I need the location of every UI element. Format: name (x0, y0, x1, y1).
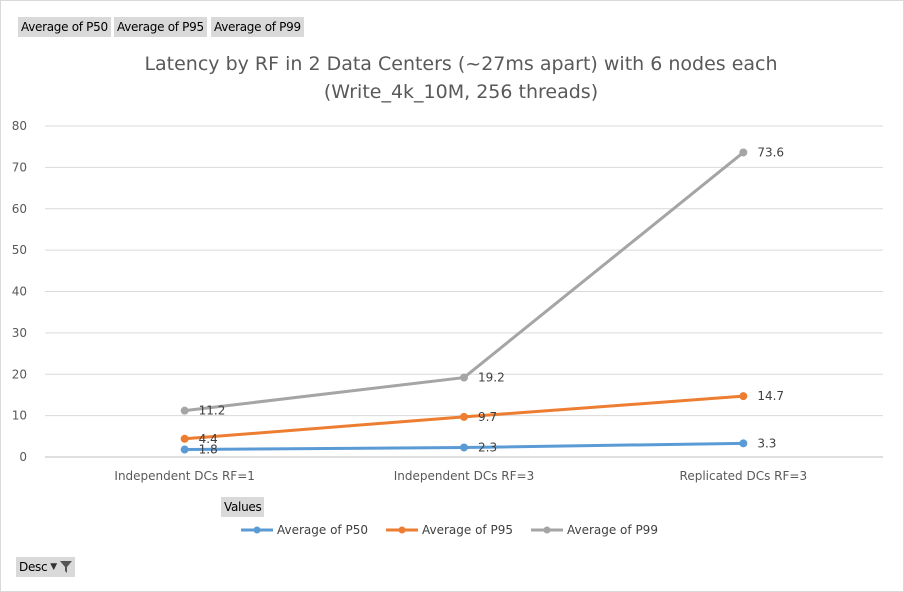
legend-swatch-p50 (241, 526, 273, 534)
chart-subtitle: (Write_4k_10M, 256 threads) (324, 81, 598, 103)
data-label: 2.3 (478, 440, 497, 454)
dropdown-arrow-icon: ▼ (50, 562, 57, 572)
data-point[interactable] (739, 148, 748, 157)
data-label: 1.8 (199, 443, 218, 457)
filter-icon (59, 561, 72, 573)
chart-title: Latency by RF in 2 Data Centers (~27ms a… (144, 53, 777, 75)
data-label: 19.2 (478, 371, 505, 385)
y-tick-label: 0 (19, 450, 27, 464)
data-label: 9.7 (478, 410, 497, 424)
desc-field-label: Desc (19, 560, 48, 574)
x-tick-label: Independent DCs RF=3 (394, 469, 535, 483)
data-label: 14.7 (757, 389, 784, 403)
x-axis: Independent DCs RF=1 Independent DCs RF=3… (114, 469, 807, 483)
data-point[interactable] (460, 373, 468, 382)
data-point[interactable] (180, 406, 189, 415)
y-tick-label: 10 (12, 409, 27, 423)
data-point[interactable] (180, 434, 189, 443)
legend-item-p95[interactable]: Average of P95 (384, 523, 513, 537)
data-point[interactable] (180, 445, 189, 454)
series-layer (180, 148, 748, 454)
y-tick-label: 30 (12, 326, 27, 340)
data-point[interactable] (739, 439, 748, 448)
data-labels: 1.8 2.3 3.3 4.4 9.7 14.7 11.2 19.2 73.6 (199, 145, 784, 456)
data-point[interactable] (460, 412, 468, 421)
legend-label-p50: Average of P50 (277, 523, 368, 537)
series-line[interactable] (183, 150, 745, 413)
field-button-p95[interactable]: Average of P95 (114, 17, 207, 37)
data-label: 3.3 (757, 436, 776, 450)
legend-swatch-p99 (530, 526, 563, 534)
data-point[interactable] (460, 443, 468, 452)
legend-label-p99: Average of P99 (566, 523, 658, 537)
y-tick-label: 70 (12, 160, 27, 174)
y-tick-label: 50 (12, 243, 27, 257)
y-tick-label: 60 (12, 202, 27, 216)
field-button-p99[interactable]: Average of P99 (211, 17, 304, 37)
y-axis: 0 10 20 30 40 50 60 70 80 (12, 119, 27, 464)
legend: Average of P50 Average of P95 Average of… (239, 523, 658, 537)
y-tick-label: 40 (12, 285, 27, 299)
field-button-p50[interactable]: Average of P50 (18, 17, 111, 37)
x-tick-label: Replicated DCs RF=3 (680, 469, 808, 483)
legend-item-p50[interactable]: Average of P50 (239, 523, 368, 537)
values-field-button[interactable]: Values (221, 497, 265, 517)
legend-label-p95: Average of P95 (421, 523, 513, 537)
data-point[interactable] (739, 392, 748, 401)
legend-swatch-p95 (385, 526, 418, 534)
data-label: 73.6 (757, 145, 784, 159)
desc-field-button[interactable]: Desc ▼ (16, 557, 75, 577)
gridlines (45, 125, 883, 458)
data-label: 4.4 (199, 432, 218, 446)
y-tick-label: 80 (12, 119, 27, 133)
data-label: 11.2 (199, 404, 226, 418)
legend-item-p99[interactable]: Average of P99 (529, 523, 658, 537)
x-tick-label: Independent DCs RF=1 (114, 469, 255, 483)
y-tick-label: 20 (12, 367, 27, 381)
